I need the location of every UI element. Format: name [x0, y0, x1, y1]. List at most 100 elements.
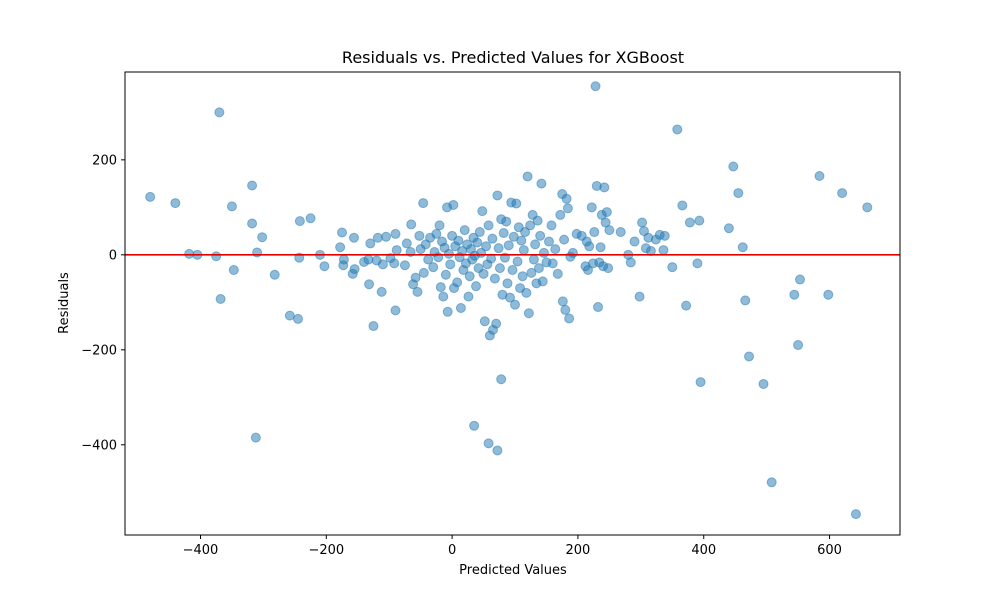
- data-point: [814, 170, 825, 181]
- data-point: [455, 303, 466, 314]
- data-point: [510, 299, 521, 310]
- data-point: [170, 198, 181, 209]
- data-point: [512, 256, 523, 267]
- data-point: [684, 217, 695, 228]
- data-point: [659, 230, 670, 241]
- data-point: [560, 304, 571, 315]
- data-point: [677, 200, 688, 211]
- data-point: [546, 220, 557, 231]
- data-point: [228, 265, 239, 276]
- data-point: [338, 254, 349, 265]
- data-point: [368, 321, 379, 332]
- data-point: [335, 242, 346, 253]
- data-point: [533, 263, 544, 274]
- data-point: [737, 242, 748, 253]
- data-point: [766, 477, 777, 488]
- data-point: [226, 201, 237, 212]
- x-tick-label: −400: [183, 543, 219, 558]
- data-point: [517, 271, 528, 282]
- data-point: [584, 241, 595, 252]
- data-point: [535, 230, 546, 241]
- data-point: [472, 237, 483, 248]
- x-tick-label: 200: [566, 543, 591, 558]
- data-point: [530, 239, 541, 250]
- data-point: [464, 271, 475, 282]
- data-point: [250, 432, 261, 443]
- data-point: [410, 272, 421, 283]
- data-point: [537, 276, 548, 287]
- data-point: [555, 209, 566, 220]
- data-point: [428, 262, 439, 273]
- data-point: [372, 232, 383, 243]
- data-point: [337, 227, 348, 238]
- y-tick-label: 200: [92, 153, 117, 168]
- chart-title: Residuals vs. Predicted Values for XGBoo…: [342, 48, 684, 67]
- data-point: [459, 225, 470, 236]
- data-point: [469, 420, 480, 431]
- data-point: [348, 232, 359, 243]
- data-point: [491, 318, 502, 329]
- data-point: [507, 265, 518, 276]
- data-point: [381, 231, 392, 242]
- data-point: [511, 198, 522, 209]
- data-point: [862, 202, 873, 213]
- data-point: [582, 265, 593, 276]
- data-point: [494, 263, 505, 274]
- data-point: [305, 213, 316, 224]
- data-point: [521, 287, 532, 298]
- data-point: [561, 193, 572, 204]
- data-point: [319, 261, 330, 272]
- data-point: [463, 291, 474, 302]
- x-axis-ticks: −400 −200 0 200 400 600: [183, 535, 842, 558]
- plot-area-frame: [124, 71, 901, 536]
- data-point: [550, 244, 561, 255]
- data-point: [523, 308, 534, 319]
- data-point: [723, 223, 734, 234]
- data-point: [794, 274, 805, 285]
- data-point: [498, 227, 509, 238]
- data-point: [365, 238, 376, 249]
- data-point: [448, 199, 459, 210]
- data-point: [532, 215, 543, 226]
- data-point: [492, 190, 503, 201]
- data-point: [487, 233, 498, 244]
- data-point: [474, 227, 485, 238]
- data-point: [492, 445, 503, 456]
- y-tick-label: 0: [109, 248, 117, 263]
- data-point: [477, 206, 488, 217]
- data-point: [257, 232, 268, 243]
- data-point: [681, 300, 692, 311]
- data-point: [543, 236, 554, 247]
- data-point: [390, 228, 401, 239]
- data-point: [528, 254, 539, 265]
- data-point: [496, 374, 507, 385]
- data-point: [390, 305, 401, 316]
- data-point: [789, 289, 800, 300]
- data-point: [552, 268, 563, 279]
- data-point: [520, 227, 531, 238]
- data-point: [435, 282, 446, 293]
- data-point: [658, 245, 669, 256]
- data-point: [452, 277, 463, 288]
- data-point: [526, 267, 537, 278]
- data-point: [615, 227, 626, 238]
- data-point: [557, 296, 568, 307]
- y-axis-label: Residuals: [57, 272, 72, 334]
- data-point: [389, 258, 400, 269]
- y-tick-label: −200: [81, 343, 117, 358]
- data-point: [503, 240, 514, 251]
- data-point: [440, 269, 451, 280]
- data-point: [536, 178, 547, 189]
- data-point: [215, 293, 226, 304]
- data-point: [501, 216, 512, 227]
- data-point: [522, 171, 533, 182]
- data-point: [377, 259, 388, 270]
- data-point: [564, 313, 575, 324]
- x-tick-label: 0: [448, 543, 456, 558]
- data-point: [559, 234, 570, 245]
- data-point: [247, 218, 258, 229]
- y-axis-ticks: −400 −200 0 200: [81, 153, 125, 453]
- data-point: [740, 295, 751, 306]
- data-point: [599, 182, 610, 193]
